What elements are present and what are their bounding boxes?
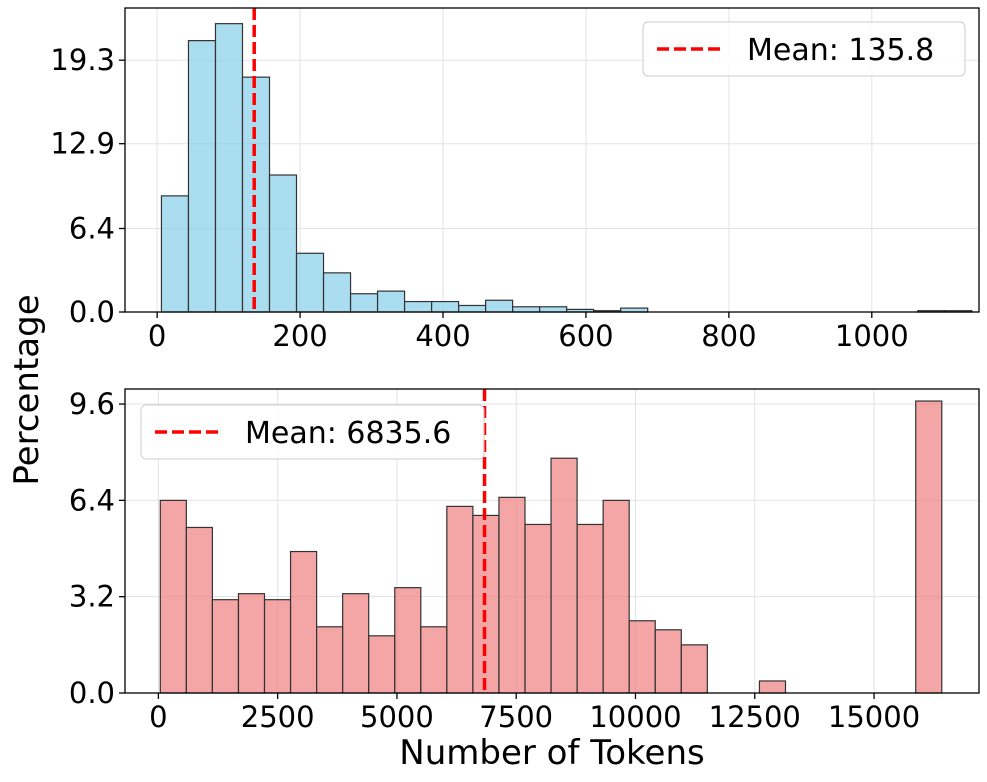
histogram-bar: [498, 496, 526, 694]
histogram-bar: [576, 523, 604, 694]
legend-label: Mean: 6835.6: [245, 416, 451, 451]
x-tick-label: 0: [149, 700, 167, 734]
histogram-bar: [457, 304, 487, 313]
histogram-bar: [289, 550, 318, 694]
y-tick-label: 9.6: [69, 387, 115, 421]
x-tick-label: 2500: [241, 700, 315, 734]
histogram-bar: [268, 174, 298, 313]
legend: Mean: 6835.6: [140, 404, 485, 460]
legend-box: [642, 21, 966, 77]
y-tick-label: 19.3: [50, 43, 115, 77]
histogram-bar: [376, 290, 406, 313]
axes-frame: [124, 388, 980, 694]
x-tick-label: 10000: [589, 700, 681, 734]
bottom-histogram-panel: 0 2500 5000 7500 10000 12500 15000 0.0 3.2 6.4 9.6…: [69, 387, 980, 734]
histogram-bar: [403, 300, 433, 313]
histogram-bar: [187, 40, 217, 313]
axes-frame: [124, 7, 980, 313]
histogram-bar: [295, 252, 325, 313]
x-tick-label: 400: [415, 319, 470, 353]
legend-label: Mean: 135.8: [747, 33, 934, 68]
y-tick-label: 3.2: [69, 580, 115, 614]
x-tick-label: 12500: [709, 700, 801, 734]
histogram-bar: [539, 306, 568, 313]
y-tick-label: 0.0: [69, 676, 115, 710]
histogram-bar: [263, 599, 292, 694]
histogram-bar: [680, 644, 708, 694]
x-tick-label: 5000: [360, 700, 434, 734]
histogram-bar: [485, 299, 514, 313]
x-tick-label: 7500: [479, 700, 553, 734]
x-axis-title: Number of Tokens: [399, 733, 704, 773]
x-tick-label: 200: [272, 319, 327, 353]
histogram-bar: [368, 635, 396, 694]
histogram-bar: [550, 457, 578, 694]
y-tick-label: 6.4: [69, 211, 115, 245]
x-tick-label: 800: [701, 319, 756, 353]
y-tick-label: 0.0: [69, 295, 115, 329]
histogram-bar: [524, 523, 552, 694]
y-tick-label: 12.9: [50, 127, 115, 161]
histogram-bar: [159, 499, 187, 694]
histogram-bar: [241, 76, 271, 313]
histogram-bar: [420, 626, 448, 694]
histogram-bar: [214, 23, 244, 313]
histogram-bar: [628, 620, 656, 694]
histogram-bar: [446, 505, 474, 694]
histogram-bar: [915, 400, 943, 694]
histogram-bar: [394, 587, 422, 694]
histogram-bar: [211, 599, 240, 694]
x-tick-label: 1000: [835, 319, 909, 353]
histogram-bar: [185, 526, 214, 694]
histogram-bar: [237, 593, 266, 694]
y-tick-label: 6.4: [69, 483, 115, 517]
x-tick-label: 15000: [828, 700, 920, 734]
histogram-bar: [654, 629, 682, 694]
histogram-bar: [349, 293, 379, 313]
histogram-bar: [342, 593, 370, 694]
histogram-bar: [758, 680, 787, 694]
histogram-bar: [430, 300, 460, 313]
histogram-bar: [160, 195, 190, 313]
y-axis-title: Percentage: [7, 294, 47, 485]
x-tick-label: 0: [148, 319, 166, 353]
legend-box: [140, 404, 485, 460]
histogram-bar: [316, 626, 344, 694]
legend: Mean: 135.8: [642, 21, 966, 77]
histogram-bar: [512, 306, 541, 313]
top-histogram-panel: 0 200 400 600 800 1000 0.0 6.4 12.9 19.3 Mean: 135…: [50, 7, 980, 353]
histogram-bar: [322, 272, 352, 313]
histogram-bar: [602, 499, 630, 694]
x-tick-label: 600: [558, 319, 613, 353]
